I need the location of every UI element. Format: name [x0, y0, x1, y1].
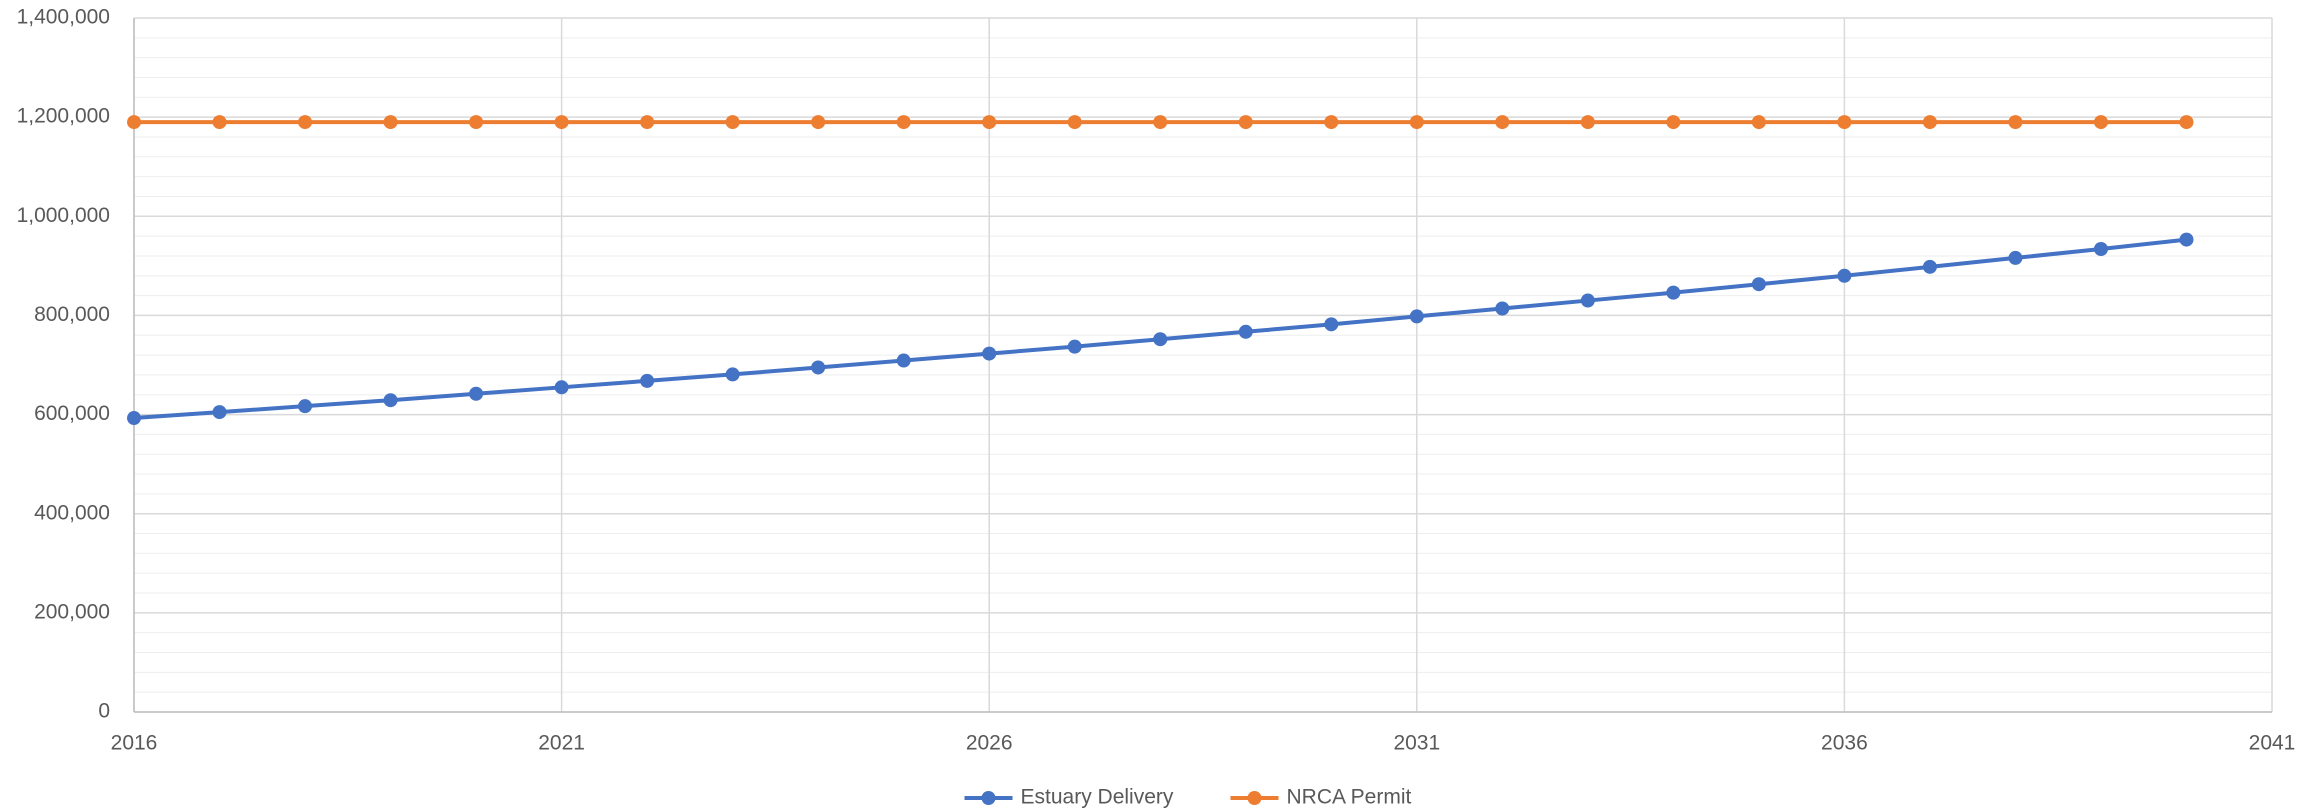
- point: [1837, 115, 1852, 130]
- y-tick-label: 200,000: [34, 600, 110, 623]
- point: [725, 115, 740, 130]
- point: [212, 115, 227, 130]
- point: [896, 353, 911, 368]
- point: [127, 411, 141, 426]
- point: [1666, 285, 1681, 300]
- point: [2008, 250, 2023, 265]
- point: [1153, 115, 1168, 130]
- x-tick-label: 2016: [111, 732, 158, 755]
- point: [1324, 115, 1339, 130]
- point: [2008, 115, 2023, 130]
- point: [1238, 324, 1253, 339]
- point: [1495, 115, 1510, 130]
- point: [896, 115, 911, 130]
- point: [469, 386, 484, 401]
- point: [554, 380, 569, 395]
- point: [811, 115, 826, 130]
- point: [2093, 115, 2108, 130]
- x-tick-label: 2031: [1393, 732, 1440, 755]
- point: [212, 405, 227, 420]
- point: [1409, 115, 1424, 130]
- point: [640, 373, 655, 388]
- point: [1495, 301, 1510, 316]
- point: [1922, 259, 1937, 274]
- x-tick-label: 2021: [538, 732, 585, 755]
- y-tick-label: 1,000,000: [17, 204, 110, 227]
- x-tick-label: 2026: [966, 732, 1013, 755]
- x-tick-label: 2036: [1821, 732, 1868, 755]
- point: [1751, 115, 1766, 130]
- point: [982, 115, 997, 130]
- point: [1324, 317, 1339, 332]
- y-tick-label: 1,400,000: [17, 6, 110, 29]
- legend-marker: [1247, 791, 1262, 805]
- point: [2179, 232, 2194, 247]
- y-tick-label: 0: [98, 700, 110, 723]
- point: [1409, 309, 1424, 324]
- legend-marker: [981, 791, 996, 805]
- point: [1067, 115, 1082, 130]
- point: [1067, 339, 1082, 354]
- point: [298, 115, 313, 130]
- point: [1666, 115, 1681, 130]
- point: [298, 399, 313, 414]
- point: [1837, 268, 1852, 283]
- point: [383, 115, 398, 130]
- point: [640, 115, 655, 130]
- point: [469, 115, 484, 130]
- point: [1238, 115, 1253, 130]
- point: [725, 367, 740, 382]
- point: [811, 360, 826, 375]
- y-tick-label: 1,200,000: [17, 105, 110, 128]
- y-tick-label: 800,000: [34, 303, 110, 326]
- point: [1922, 115, 1937, 130]
- series-line: [133, 237, 2187, 421]
- point: [982, 346, 997, 361]
- point: [2179, 115, 2194, 130]
- point: [2093, 242, 2108, 257]
- point: [1580, 293, 1595, 308]
- point: [127, 115, 141, 130]
- point: [1751, 277, 1766, 292]
- point: [383, 393, 398, 408]
- point: [1153, 332, 1168, 347]
- legend-label: Estuary Delivery: [1021, 786, 1174, 809]
- y-tick-label: 400,000: [34, 501, 110, 524]
- y-tick-label: 600,000: [34, 402, 110, 425]
- x-tick-label: 2041: [2249, 732, 2296, 755]
- point: [1580, 115, 1595, 130]
- point: [554, 115, 569, 130]
- legend-label: NRCA Permit: [1287, 786, 1412, 809]
